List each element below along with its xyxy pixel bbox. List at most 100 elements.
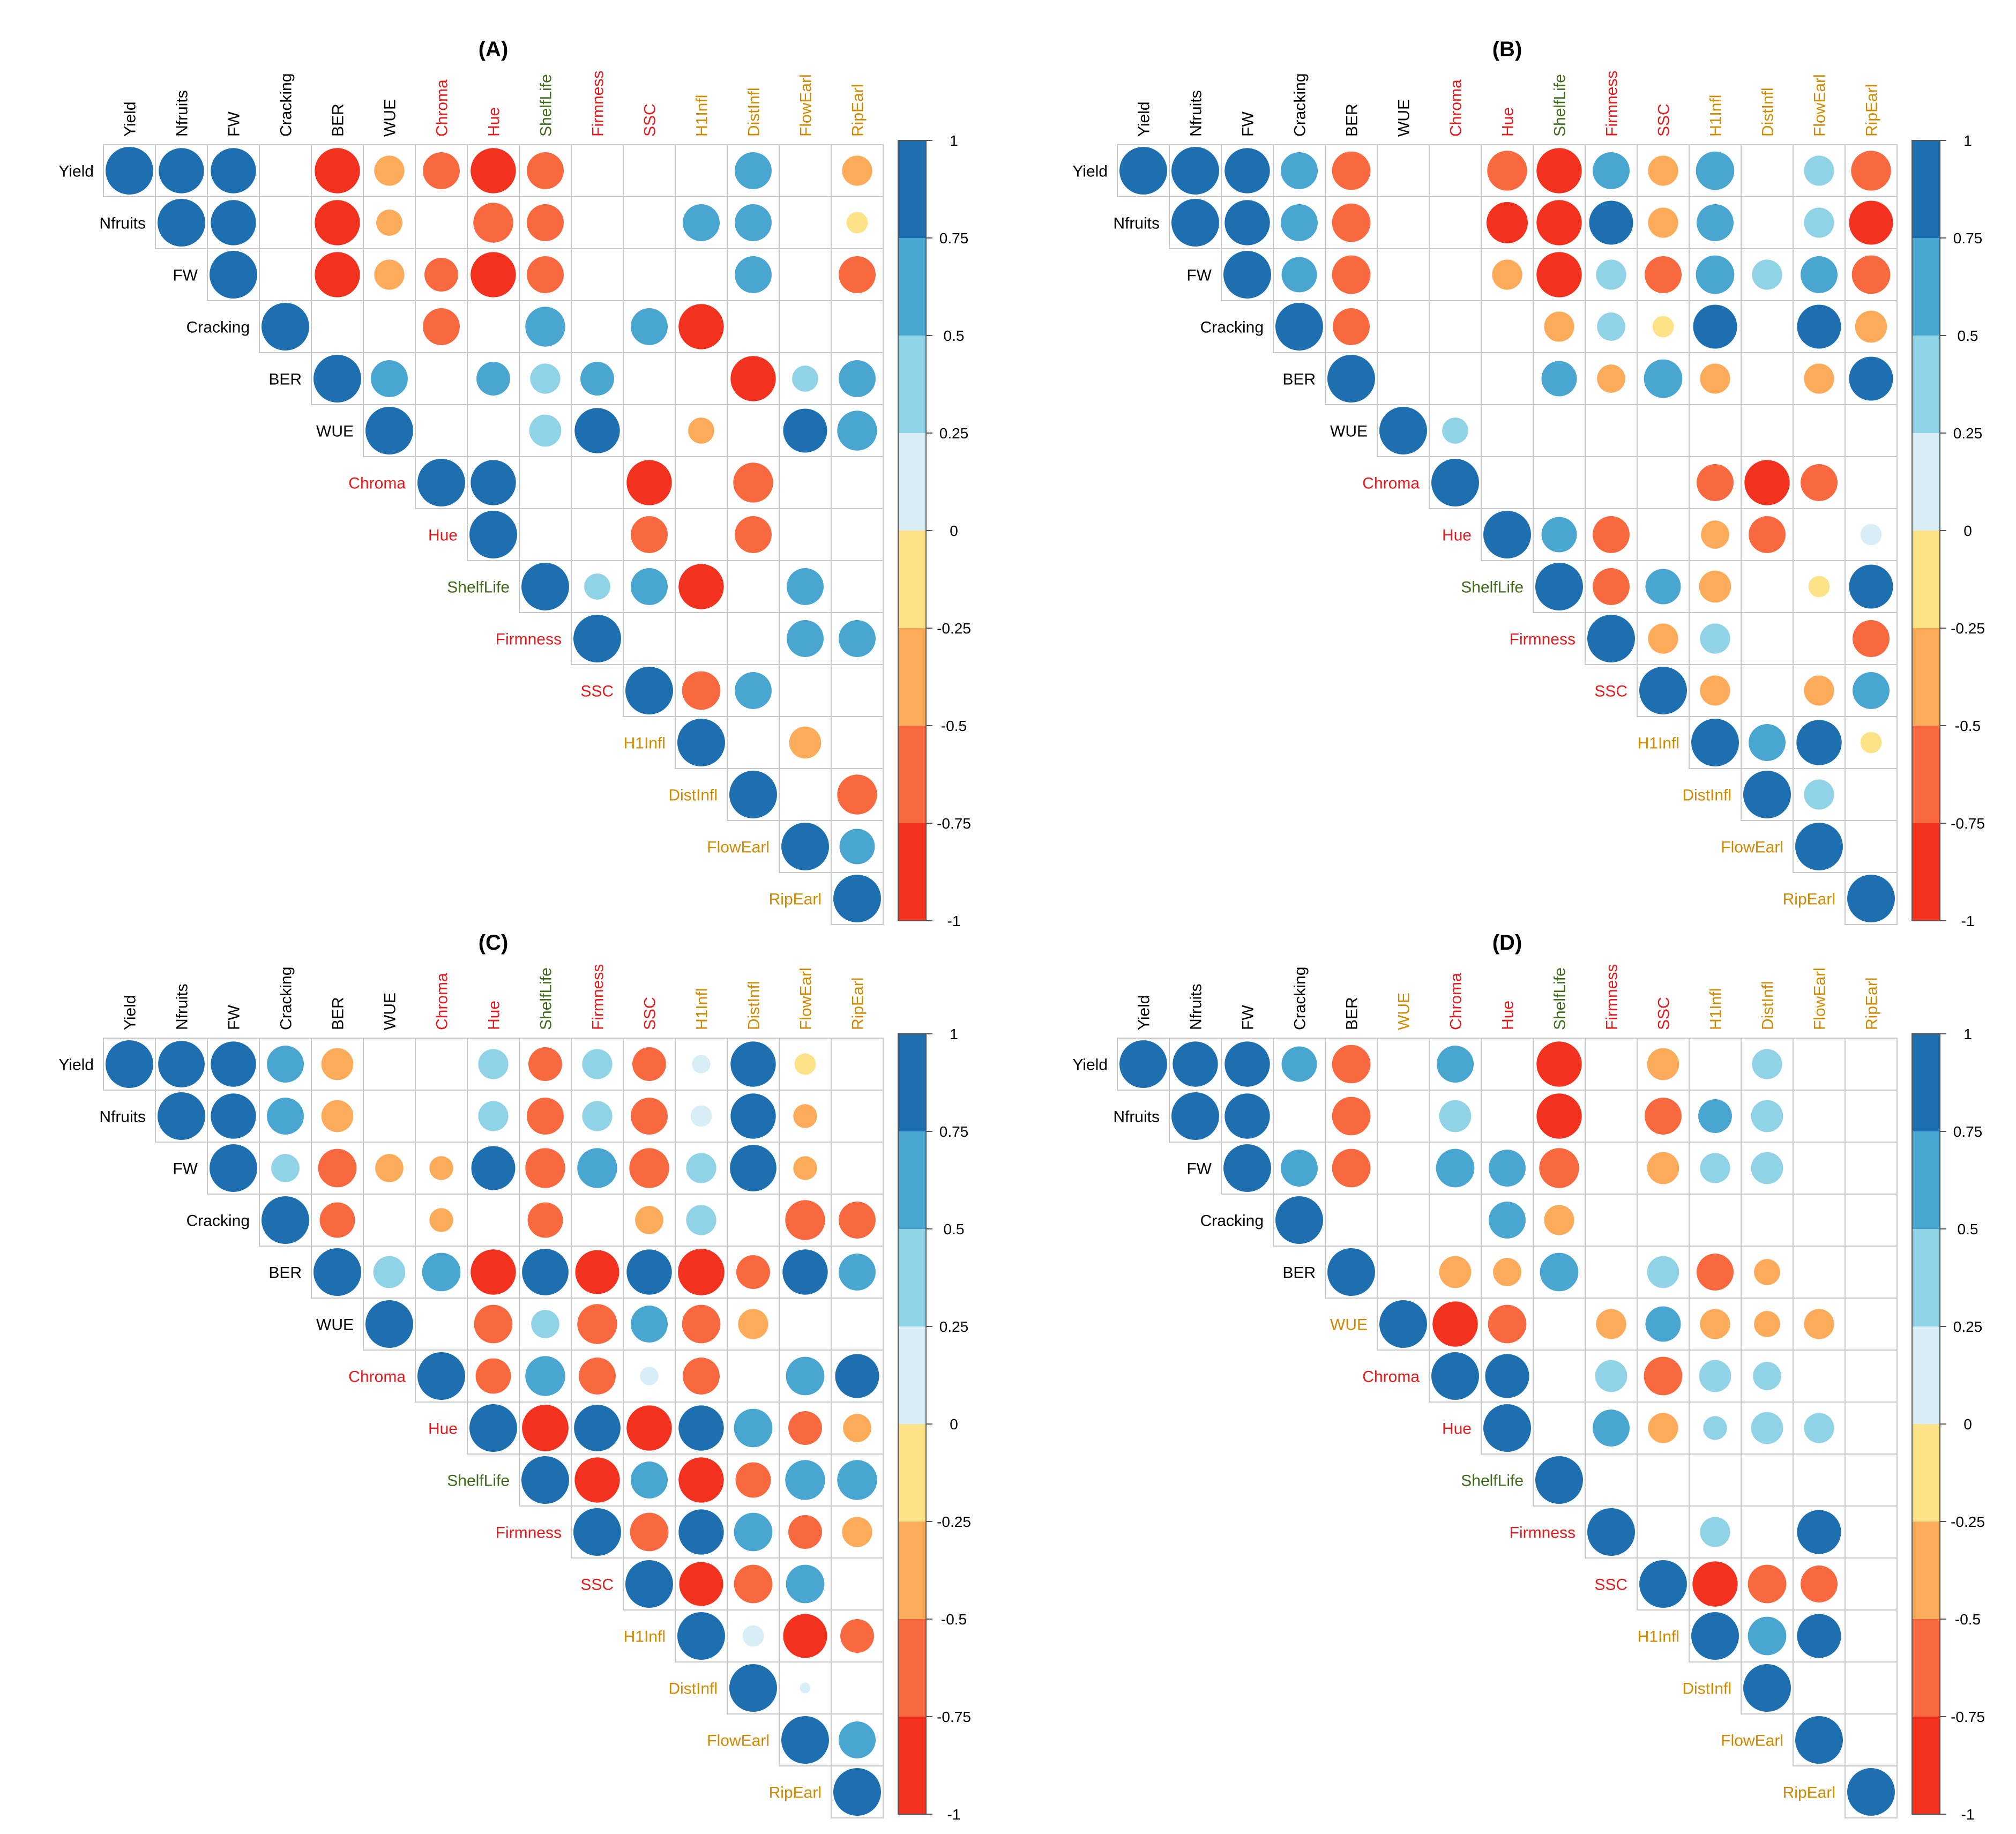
correlation-circle [365, 407, 413, 454]
correlation-circle [1647, 1256, 1679, 1288]
correlation-circle [1703, 1416, 1727, 1440]
grid-cell [1845, 1505, 1898, 1559]
correlation-circle [677, 719, 725, 766]
correlation-circle [1332, 1097, 1371, 1136]
grid-cell [1481, 1090, 1534, 1143]
correlation-circle [1536, 252, 1582, 297]
correlation-circle [839, 256, 876, 293]
correlation-circle [1224, 200, 1270, 245]
correlation-circle [1691, 1612, 1739, 1660]
row-label: Cracking [1200, 319, 1264, 337]
correlation-circle [577, 1148, 617, 1188]
row-label: Chroma [1362, 1368, 1420, 1386]
correlation-circle [1647, 1048, 1679, 1080]
grid-cell [1741, 300, 1794, 353]
grid-cell [1585, 1090, 1638, 1143]
legend-tick-label: -0.5 [941, 718, 967, 734]
grid-cell [1637, 456, 1690, 509]
correlation-circle [635, 1206, 663, 1234]
grid-cell [1741, 196, 1794, 249]
grid-cell [571, 144, 624, 197]
correlation-circle [1847, 1768, 1895, 1816]
correlation-circle [1596, 259, 1626, 290]
correlation-circle [473, 203, 513, 243]
grid-cell [623, 144, 676, 197]
correlation-circle [678, 1457, 724, 1503]
grid-cell [415, 1298, 468, 1351]
correlation-circle [522, 1405, 569, 1451]
column-label: Hue [1499, 107, 1517, 137]
correlation-circle [1849, 356, 1893, 401]
column-label: WUE [382, 99, 399, 137]
correlation-circle [267, 1098, 304, 1135]
panel-title: (D) [1492, 931, 1522, 955]
correlation-circle [1596, 1309, 1626, 1339]
correlation-circle [839, 1721, 876, 1758]
correlation-circle [1647, 1152, 1679, 1184]
correlation-circle [630, 1512, 669, 1552]
correlation-circle [315, 252, 360, 297]
column-label: ShelfLife [1551, 74, 1569, 137]
correlation-circle [471, 460, 516, 505]
legend-tick-label: -0.25 [937, 1514, 971, 1530]
column-label: Yield [1136, 101, 1153, 137]
correlation-circle [1593, 152, 1630, 189]
correlation-circle [267, 1046, 304, 1083]
grid-cell [571, 1194, 624, 1247]
row-label: WUE [1330, 1316, 1368, 1334]
row-label: DistInfl [668, 787, 718, 804]
correlation-circle [683, 204, 720, 241]
grid-cell [571, 456, 624, 509]
grid-cell [831, 1661, 884, 1714]
row-label: H1Infl [624, 735, 666, 752]
grid-cell [1793, 1038, 1846, 1091]
column-label: Firmness [1603, 964, 1621, 1030]
correlation-circle [632, 1047, 666, 1081]
grid-cell [1585, 1246, 1638, 1299]
correlation-circle [843, 1414, 871, 1442]
grid-cell [831, 560, 884, 613]
legend-tick-label: 0.75 [1953, 230, 1983, 247]
correlation-circle [469, 1404, 517, 1452]
correlation-circle [678, 1249, 725, 1295]
grid-cell [1429, 196, 1482, 249]
row-label: H1Infl [1638, 1628, 1679, 1646]
correlation-circle [521, 563, 569, 610]
legend-tick-label: -0.75 [937, 1709, 971, 1725]
legend-tick-label: 0.5 [1958, 1221, 1978, 1237]
correlation-circle [1751, 1152, 1783, 1184]
legend-swatch [1912, 433, 1940, 531]
correlation-circle [374, 259, 405, 290]
panel-title: (A) [479, 38, 509, 61]
correlation-circle [1535, 1456, 1583, 1504]
row-label: FW [173, 1160, 198, 1178]
grid-cell [675, 352, 728, 405]
correlation-circle [835, 1354, 879, 1398]
correlation-circle [842, 1517, 872, 1547]
grid-cell [571, 508, 624, 561]
column-label: ShelfLife [1551, 967, 1569, 1030]
legend-tick-label: 1 [950, 132, 958, 149]
legend-tick-label: -1 [947, 1806, 961, 1823]
correlation-circle [158, 1092, 205, 1140]
correlation-circle [527, 256, 564, 293]
grid-cell [1377, 248, 1430, 301]
correlation-circle [1597, 312, 1625, 341]
correlation-circle [1488, 1304, 1527, 1344]
correlation-circle [683, 1358, 720, 1395]
grid-cell [831, 1142, 884, 1195]
correlation-circle [574, 408, 620, 453]
legend-tick-label: 0.5 [1958, 327, 1978, 344]
correlation-circle [373, 1256, 406, 1288]
correlation-circle [1639, 1560, 1687, 1608]
correlation-circle [478, 1101, 509, 1131]
grid-cell [1377, 1194, 1430, 1247]
grid-cell [1741, 612, 1794, 665]
grid-cell [623, 612, 676, 665]
correlation-circle [1439, 1100, 1472, 1132]
grid-cell [675, 144, 728, 197]
correlation-circle [640, 1367, 659, 1385]
panel-2: (C) Yield Nfruits FW Cracking BER WUE Chroma Hue… [58, 931, 971, 1823]
legend-swatch [898, 823, 926, 921]
legend-swatch [898, 1619, 926, 1717]
